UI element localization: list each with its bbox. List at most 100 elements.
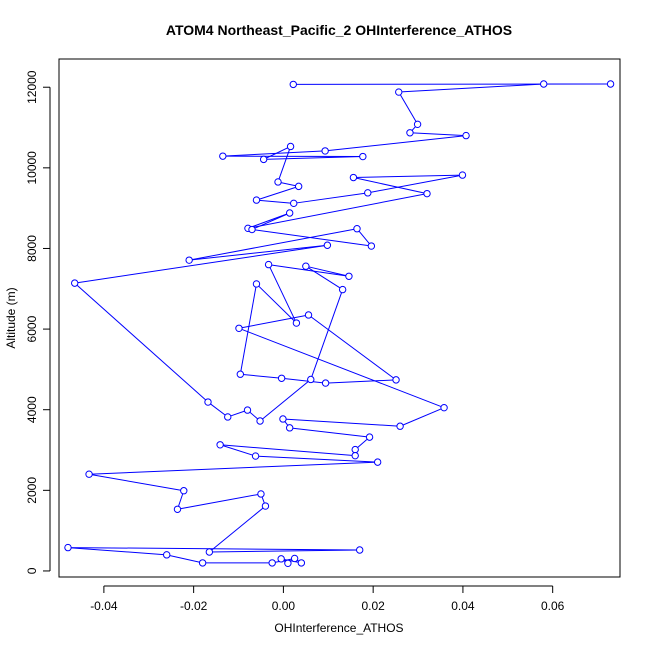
y-tick-label: 6000 <box>25 315 39 342</box>
y-tick-label: 0 <box>25 567 39 574</box>
x-axis-label: OHInterference_ATHOS <box>274 621 403 635</box>
data-point <box>345 272 353 280</box>
series-line-segment <box>220 444 356 457</box>
data-point <box>180 487 188 495</box>
series-line-segment <box>240 373 282 379</box>
data-point <box>351 445 359 454</box>
data-point <box>367 242 376 250</box>
series-line-segment <box>268 264 349 277</box>
data-point <box>606 80 615 88</box>
data-point <box>392 376 400 384</box>
series-line-segment <box>256 185 299 201</box>
data-point <box>290 199 298 208</box>
data-point <box>248 225 256 234</box>
data-point <box>268 559 276 567</box>
data-point <box>219 152 227 160</box>
data-point <box>413 120 422 129</box>
x-axis: -0.04 -0.02 0.00 0.02 0.04 0.06 <box>90 585 565 613</box>
data-point <box>163 551 171 559</box>
data-point <box>349 173 358 182</box>
y-tick-label: 2000 <box>25 477 39 504</box>
data-point <box>261 502 270 510</box>
data-point <box>204 398 212 406</box>
data-point <box>285 424 294 432</box>
series-line-segment <box>189 244 328 261</box>
data-point <box>302 262 310 270</box>
series-line-segment <box>238 314 309 329</box>
series-line-segment <box>259 379 312 422</box>
data-point <box>259 155 268 164</box>
series-line-segment <box>247 193 428 229</box>
data-point <box>351 451 359 460</box>
x-tick-label: -0.02 <box>180 599 208 613</box>
data-point <box>277 374 286 382</box>
data-point <box>64 543 72 552</box>
series-line-segment <box>398 83 544 93</box>
data-point <box>364 189 372 197</box>
data-point <box>323 241 332 249</box>
series-line-segment <box>222 150 326 157</box>
data-point <box>321 379 330 387</box>
data-point <box>216 441 224 449</box>
data-point <box>440 403 448 412</box>
series-line-segment <box>305 265 350 277</box>
chart-title: ATOM4 Northeast_Pacific_2 OHInterference… <box>166 22 512 38</box>
series-line-segment <box>289 427 370 438</box>
series-line-segment <box>189 228 358 261</box>
series-points <box>64 80 615 567</box>
data-point <box>224 413 232 421</box>
plot-frame <box>58 58 621 578</box>
data-point <box>406 129 414 137</box>
series-line-segment <box>207 401 229 418</box>
data-point <box>285 209 294 217</box>
data-point <box>289 80 297 89</box>
series-line-segment <box>281 377 326 384</box>
data-point <box>256 417 264 425</box>
series-line-segment <box>251 229 372 247</box>
series-line-segment <box>256 283 297 324</box>
series-line-segment <box>251 212 290 230</box>
x-tick-label: 0.06 <box>541 599 565 613</box>
data-point <box>423 189 431 198</box>
series-line-segment <box>308 314 397 381</box>
data-point <box>395 88 403 96</box>
series-line-segment <box>67 547 167 556</box>
series-line-segment <box>89 461 378 475</box>
data-point <box>235 324 243 332</box>
data-point <box>294 182 303 191</box>
data-point <box>359 152 367 161</box>
data-point <box>373 458 382 466</box>
series-line-segment <box>74 244 328 284</box>
data-point <box>338 285 347 294</box>
series-line-segment <box>325 379 397 384</box>
x-tick-label: -0.04 <box>90 599 118 613</box>
series-line-segment <box>238 327 445 409</box>
data-point <box>236 370 245 378</box>
data-point <box>85 470 93 478</box>
data-point <box>279 415 287 423</box>
series-line-segment <box>219 444 256 457</box>
data-point <box>365 433 374 441</box>
series-line-segment <box>88 473 184 492</box>
series-line-segment <box>367 174 463 194</box>
series-line-segment <box>409 132 467 137</box>
data-point <box>355 546 364 554</box>
data-point <box>297 559 306 567</box>
data-point <box>277 555 285 563</box>
data-point <box>257 490 265 498</box>
x-tick-label: 0.00 <box>272 599 296 613</box>
data-point <box>321 147 329 155</box>
series-line-segment <box>263 146 291 160</box>
data-point <box>198 559 207 567</box>
series-line-segment <box>239 283 257 375</box>
y-axis-label: Altitude (m) <box>4 287 18 348</box>
data-point <box>243 406 252 414</box>
data-point <box>284 559 292 567</box>
data-point <box>396 422 404 430</box>
data-point <box>264 260 273 269</box>
y-tick-label: 12000 <box>25 70 39 104</box>
series-line-segment <box>268 264 297 324</box>
data-point <box>252 280 261 288</box>
x-tick-label: 0.04 <box>451 599 475 613</box>
data-point <box>251 452 260 460</box>
